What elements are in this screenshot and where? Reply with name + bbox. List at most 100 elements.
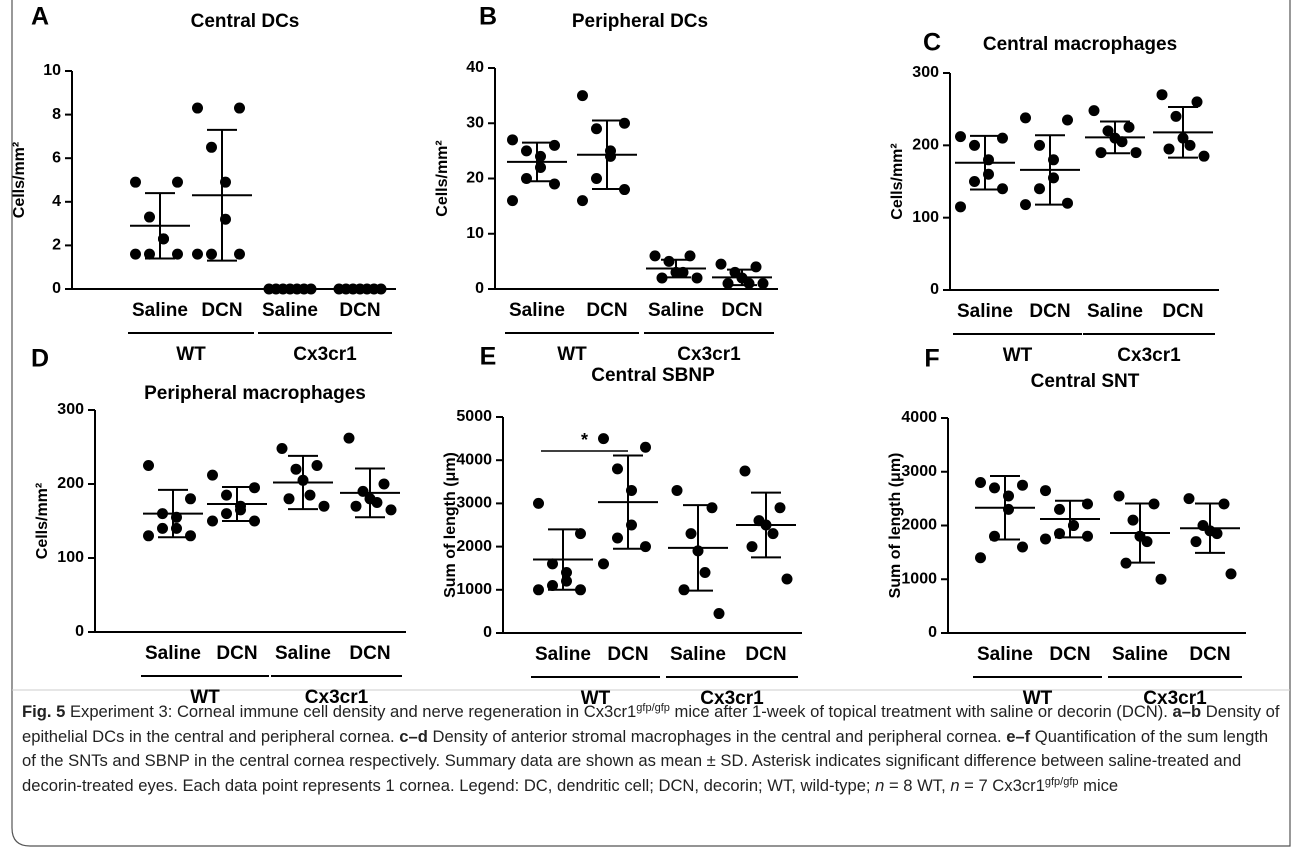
data-point [671,484,683,496]
x-tick-label: DCN [201,300,242,321]
data-point [1020,199,1031,211]
data-point [1123,121,1135,133]
y-tick-label: 4000 [901,409,937,426]
y-tick-label: 100 [57,549,84,566]
data-point [549,139,560,151]
data-point [1040,485,1051,497]
data-point [318,500,330,512]
data-point [249,482,260,494]
caption-text: e–f [1006,726,1031,746]
chart-title: Peripheral DCs [572,11,708,32]
sd-bar [222,485,252,522]
caption-text: Density of epithelial DCs in the central… [22,702,1280,746]
x-tick-label: Saline [1087,301,1143,322]
data-point [1116,136,1128,148]
sd-bar [592,119,622,190]
data-point [283,493,295,505]
data-point [521,173,532,184]
caption-text: mice [1078,775,1119,795]
data-point [371,497,383,508]
data-point [185,493,196,505]
sd-bar [751,491,781,559]
data-point [1170,110,1182,122]
group-label: WT [581,688,611,709]
data-point [143,460,154,471]
group-label: WT [1023,688,1053,709]
data-point [221,489,232,501]
panel-label: E [480,343,497,371]
data-point [684,250,696,262]
y-tick-label: 300 [912,64,939,81]
x-tick-label: DCN [1029,301,1070,322]
figure-border [11,0,1291,847]
x-tick-label: DCN [586,300,627,321]
x-tick-label: Saline [977,644,1033,665]
data-point [206,141,217,153]
data-point [1225,568,1237,580]
data-point [130,248,141,260]
data-point [989,482,1000,494]
panel-label: A [31,3,49,31]
x-tick-label: Saline [1112,644,1168,665]
data-point [547,558,558,570]
caption-text: Density of anterior stromal macrophages … [427,726,1007,746]
y-axis-label: Cells/mm² [434,140,451,216]
y-tick-label: 6 [52,149,61,166]
y-tick-label: 2 [52,237,61,254]
data-point [1163,143,1175,155]
caption-text: = 7 Cx3cr1 [959,775,1045,795]
caption-text: Experiment 3: Corneal immune cell densit… [65,702,637,721]
y-tick-label: 8 [52,106,61,123]
data-point [207,515,218,527]
caption-text: n [950,775,960,795]
data-point [677,266,689,278]
data-point [699,567,711,579]
data-point [276,442,288,454]
y-axis-label: Cells/mm² [11,142,28,218]
caption-text: Quantification of the sum length of the … [22,726,1269,795]
data-point [207,469,218,481]
sd-bar [661,258,691,279]
data-point [575,584,586,596]
data-point [143,530,154,542]
data-point [1130,147,1142,159]
x-tick-label: Saline [509,300,565,321]
group-label: WT [1003,345,1033,366]
data-point [767,528,779,540]
data-point [1141,536,1153,548]
sd-bar [990,475,1020,541]
data-point [997,132,1008,144]
data-point [1102,125,1114,137]
data-point [743,277,755,289]
data-point [1040,533,1051,545]
y-tick-label: 2000 [456,538,492,555]
data-point [757,277,769,289]
x-tick-label: Saline [132,300,188,321]
x-tick-label: DCN [1049,644,1090,665]
data-point [1190,536,1202,548]
caption-text: mice after 1-week of topical treatment w… [669,702,1173,721]
data-point [1198,150,1210,162]
significance-label: * [581,430,588,450]
sd-bar [1055,499,1085,539]
data-point [1183,493,1195,505]
data-point [713,608,725,620]
data-point [290,463,302,475]
sd-bar [727,268,757,287]
data-point [144,248,155,260]
sd-bar [288,454,318,511]
y-tick-label: 30 [466,114,484,131]
data-point [507,195,518,207]
x-tick-label: DCN [721,300,762,321]
data-point [378,478,390,490]
y-axis-label: Cells/mm² [34,483,51,559]
data-point [1088,105,1100,117]
y-tick-label: 10 [466,225,484,242]
data-point [144,211,155,223]
data-point [249,515,260,527]
data-point [975,552,986,564]
data-point [234,102,245,114]
data-point [969,176,980,187]
data-point [1034,139,1045,151]
x-tick-label: Saline [648,300,704,321]
